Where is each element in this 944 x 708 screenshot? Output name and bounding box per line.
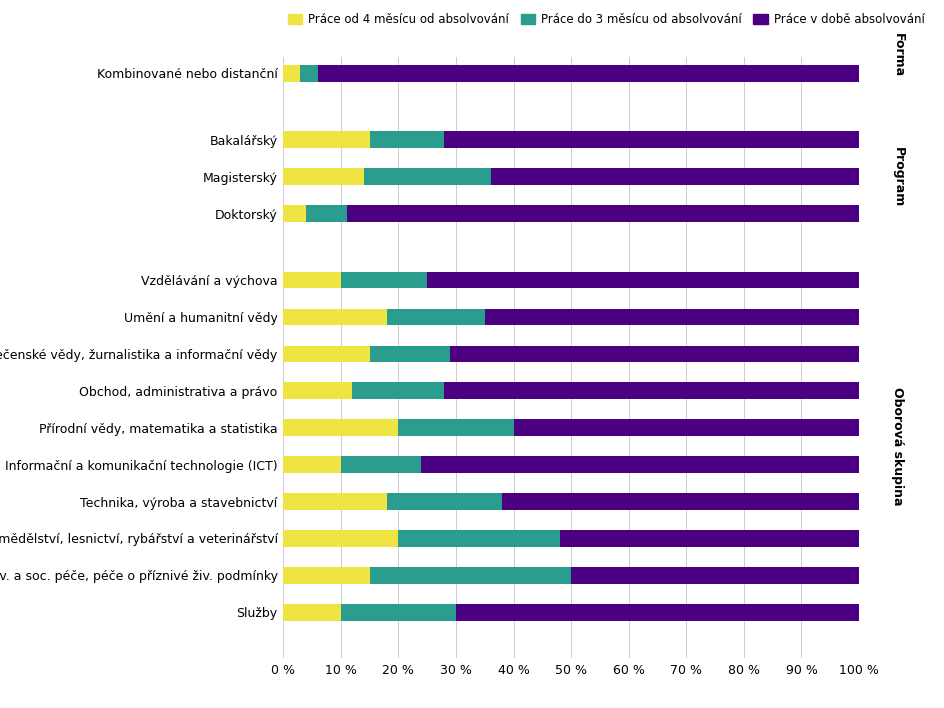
Bar [363, 169, 491, 185]
Bar [387, 309, 485, 325]
Bar [283, 670, 358, 687]
Bar [283, 382, 352, 399]
Bar [514, 419, 859, 436]
Bar [398, 530, 560, 547]
Text: Program: Program [891, 147, 904, 207]
Bar [283, 28, 398, 45]
Bar [283, 419, 398, 436]
Bar [346, 205, 859, 222]
Bar [398, 28, 554, 45]
Bar [502, 670, 859, 687]
Bar [554, 28, 859, 45]
Bar [387, 493, 502, 510]
Bar [318, 65, 859, 81]
Bar [283, 65, 300, 81]
Bar [571, 567, 859, 583]
Text: Forma: Forma [891, 33, 904, 77]
Legend: Práce od 4 měsícu od absolvování, Práce do 3 měsícu od absolvování, Práce v době: Práce od 4 měsícu od absolvování, Práce … [283, 8, 929, 31]
Bar [283, 205, 306, 222]
Bar [370, 132, 445, 148]
Bar [341, 456, 421, 473]
Bar [283, 272, 341, 288]
Bar [283, 169, 363, 185]
Bar [445, 132, 859, 148]
Bar [283, 309, 387, 325]
Bar [352, 382, 445, 399]
Bar [445, 382, 859, 399]
Bar [300, 65, 318, 81]
Bar [502, 493, 859, 510]
Bar [306, 205, 346, 222]
Bar [491, 169, 859, 185]
Bar [427, 272, 859, 288]
Bar [421, 456, 859, 473]
Bar [485, 309, 859, 325]
Bar [283, 346, 370, 362]
Bar [341, 272, 427, 288]
Text: Oborová skupina: Oborová skupina [891, 387, 904, 506]
Bar [370, 567, 571, 583]
Bar [283, 567, 370, 583]
Bar [283, 456, 341, 473]
Bar [341, 604, 456, 621]
Bar [283, 530, 398, 547]
Bar [450, 346, 859, 362]
Bar [560, 530, 859, 547]
Bar [398, 419, 514, 436]
Bar [283, 604, 341, 621]
Bar [358, 670, 502, 687]
Bar [283, 132, 370, 148]
Bar [370, 346, 450, 362]
Bar [456, 604, 859, 621]
Bar [283, 493, 387, 510]
